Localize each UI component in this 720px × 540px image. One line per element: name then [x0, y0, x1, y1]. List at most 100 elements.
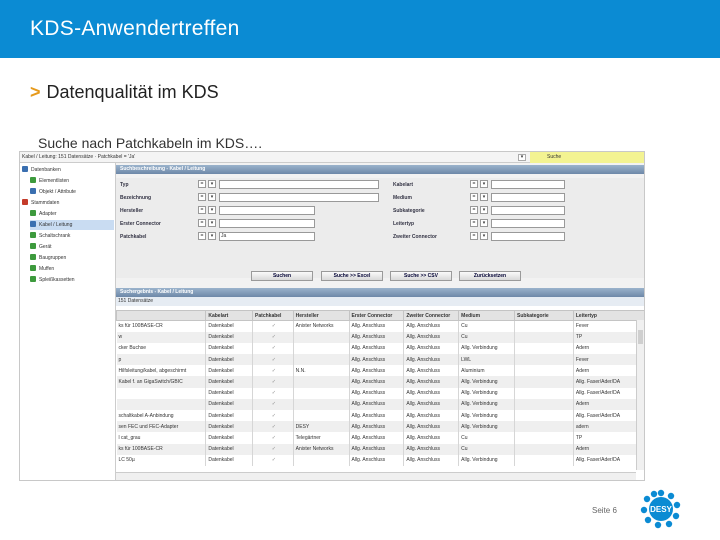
table-row[interactable]: ks für 100BASE-CR Datenkabel ✓ Anixter Netw… [116, 320, 644, 332]
column-header[interactable]: Hersteller [292, 310, 350, 321]
operator-select[interactable]: = [198, 180, 206, 188]
table-cell: Allg. Anschluss [349, 331, 405, 343]
operator-dropdown[interactable]: ▾ [480, 193, 488, 201]
path-dropdown-button[interactable]: ▾ [518, 154, 526, 161]
column-header[interactable] [115, 310, 207, 321]
table-cell: Allg. Anschluss [403, 376, 460, 388]
form-input[interactable] [219, 219, 315, 228]
column-header[interactable]: Kabelart [205, 310, 254, 321]
form-label: Zweiter Connector [393, 234, 437, 240]
form-input[interactable] [219, 193, 379, 202]
device-icon [30, 243, 36, 249]
search-tab-label: Suche [547, 154, 562, 160]
form-button[interactable]: Zurücksetzen [459, 271, 521, 281]
operator-select[interactable]: = [198, 219, 206, 227]
form-input[interactable] [219, 206, 315, 215]
column-header[interactable]: Zweiter Connector [403, 310, 460, 321]
table-row[interactable]: Hilfsleitung/kabel, abgeschirmt Datenkabe… [116, 365, 644, 377]
table-cell: N.N. [293, 365, 350, 377]
sidebar-item[interactable]: Spleißkassetten [30, 275, 75, 285]
sidebar-item[interactable]: Kabel / Leitung [30, 220, 114, 230]
table-row[interactable]: ks für 100BASE-CR Datenkabel ✓ Anixter Netw… [116, 443, 644, 455]
scrollbar-thumb[interactable] [638, 330, 643, 344]
operator-select[interactable]: = [470, 219, 478, 227]
table-row[interactable]: sen FEC und FEC-Adapter Datenkabel ✓ DESY Al… [116, 421, 644, 433]
form-button[interactable]: Suche >> CSV [390, 271, 452, 281]
form-label: Medium [393, 195, 412, 201]
operator-select[interactable]: = [470, 180, 478, 188]
sidebar-item[interactable]: Datenbanken [22, 165, 61, 175]
operator-select[interactable]: = [198, 193, 206, 201]
form-button[interactable]: Suche >> Excel [321, 271, 383, 281]
form-input[interactable]: Ja [219, 232, 315, 241]
search-form: Typ = ▾ Bezeichnung = ▾ Hersteller = ▾ Erster Con… [116, 178, 644, 281]
table-row[interactable]: w Datenkabel ✓ Allg. Anschluss Allg. Anschlu… [116, 331, 644, 343]
column-header[interactable]: Leitertyp [572, 310, 644, 321]
operator-select[interactable]: = [470, 206, 478, 214]
sidebar-item[interactable]: Muffen [30, 264, 54, 274]
patchkabel-checkbox: ✓ [252, 432, 294, 444]
horizontal-scrollbar[interactable] [116, 472, 636, 480]
attribute-icon [30, 188, 36, 194]
form-panel-header: Suchbeschreibung - Kabel / Leitung [116, 165, 644, 174]
sidebar-item[interactable]: Baugruppen [30, 253, 66, 263]
operator-dropdown[interactable]: ▾ [208, 232, 216, 240]
sidebar-item[interactable]: Schaltschrank [30, 231, 70, 241]
sidebar-item[interactable]: Adapter [30, 209, 57, 219]
table-cell: Allg. Anschluss [349, 421, 405, 433]
vertical-scrollbar[interactable] [636, 320, 644, 470]
operator-dropdown[interactable]: ▾ [208, 180, 216, 188]
operator-dropdown[interactable]: ▾ [480, 206, 488, 214]
operator-dropdown[interactable]: ▾ [480, 232, 488, 240]
table-cell: Allg. Anschluss [349, 410, 405, 422]
database-icon [22, 166, 28, 172]
sidebar-item[interactable]: Objekt / Attribute [30, 187, 76, 197]
table-cell: schaltkabel A-Anbindung [116, 410, 207, 422]
table-cell: Datenkabel [205, 354, 254, 366]
operator-dropdown[interactable]: ▾ [208, 193, 216, 201]
operator-select[interactable]: = [198, 206, 206, 214]
operator-select[interactable]: = [470, 193, 478, 201]
column-header[interactable]: Erster Connector [348, 310, 405, 321]
adapter-icon [30, 210, 36, 216]
operator-dropdown[interactable]: ▾ [208, 219, 216, 227]
operator-select[interactable]: = [470, 232, 478, 240]
form-input[interactable] [491, 180, 565, 189]
search-tab[interactable]: Suche [530, 152, 644, 163]
sidebar-item[interactable]: Gerät [30, 242, 52, 252]
table-cell: Datenkabel [205, 421, 254, 433]
form-input[interactable] [491, 193, 565, 202]
operator-dropdown[interactable]: ▾ [480, 180, 488, 188]
table-row[interactable]: l cat_grau Datenkabel ✓ Telegärtner Allg. An… [116, 432, 644, 444]
operator-dropdown[interactable]: ▾ [480, 219, 488, 227]
table-cell: ks für 100BASE-CR [116, 320, 207, 332]
table-cell [514, 443, 574, 455]
sidebar-item-label: Elementlisten [39, 178, 70, 184]
slide-caption: Suche nach Patchkabeln im KDS…. [38, 135, 263, 151]
table-row[interactable]: cker Buchse Datenkabel ✓ Allg. Anschluss All… [116, 342, 644, 355]
sidebar-item[interactable]: Stammdaten [22, 198, 59, 208]
table-row[interactable]: schaltkabel A-Anbindung Datenkabel ✓ Allg. … [116, 410, 644, 422]
table-row[interactable]: Datenkabel ✓ Allg. Anschluss Allg. Anschlus… [116, 387, 644, 399]
table-cell: Allg. Anschluss [403, 331, 460, 343]
table-row[interactable]: Kabel f. an GigaSwitch/GBIC Datenkabel ✓ Al… [116, 376, 644, 388]
table-row[interactable]: Datenkabel ✓ Allg. Anschluss Allg. Anschlus… [116, 398, 644, 410]
table-row[interactable]: LC 50µ Datenkabel ✓ Allg. Anschluss Allg. An… [116, 454, 644, 466]
form-input[interactable] [491, 206, 565, 215]
sidebar-item-label: Spleißkassetten [39, 277, 75, 283]
table-cell: Datenkabel [205, 320, 254, 332]
form-button[interactable]: Suchen [251, 271, 313, 281]
column-header[interactable]: Medium [458, 310, 515, 321]
column-header[interactable]: Patchkabel [252, 310, 294, 321]
table-cell: Allg. Faser/Ader/DA [573, 387, 644, 399]
table-row[interactable]: p Datenkabel ✓ Allg. Anschluss Allg. Anschlu… [116, 354, 644, 366]
form-input[interactable] [219, 180, 379, 189]
sidebar-item[interactable]: Elementlisten [30, 176, 69, 186]
sidebar-item-label: Objekt / Attribute [39, 189, 76, 195]
operator-dropdown[interactable]: ▾ [208, 206, 216, 214]
operator-select[interactable]: = [198, 232, 206, 240]
column-header[interactable]: Subkategorie [514, 310, 574, 321]
form-input[interactable] [491, 232, 565, 241]
form-input[interactable] [491, 219, 565, 228]
form-label: Subkategorie [393, 208, 425, 214]
